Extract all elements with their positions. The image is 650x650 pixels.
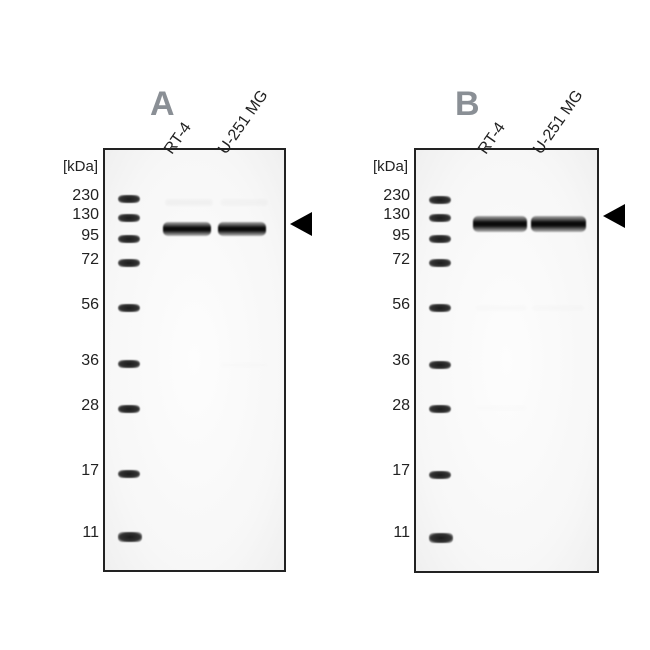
- marker-band: [118, 304, 140, 312]
- marker-band: [429, 259, 451, 267]
- marker-band: [118, 214, 140, 222]
- marker-band: [429, 361, 451, 369]
- mw-label: 95: [65, 227, 99, 245]
- mw-label: 95: [376, 227, 410, 245]
- marker-band: [118, 360, 140, 368]
- faint-band: [532, 305, 584, 311]
- mw-label: 56: [376, 296, 410, 314]
- mw-label: 11: [65, 524, 99, 542]
- marker-band: [118, 405, 140, 413]
- marker-band: [429, 235, 451, 243]
- marker-band: [118, 235, 140, 243]
- blot-panel-b: [414, 148, 599, 573]
- target-band-u251: [218, 222, 266, 236]
- mw-label: 130: [65, 206, 99, 224]
- marker-band: [429, 471, 451, 479]
- kda-unit-b: [kDa]: [373, 158, 408, 175]
- target-arrow-icon: [290, 212, 312, 236]
- mw-label: 72: [376, 251, 410, 269]
- panel-label-b: B: [455, 85, 480, 124]
- mw-label: 230: [376, 187, 410, 205]
- faint-band: [475, 305, 527, 311]
- marker-band: [429, 533, 453, 543]
- target-arrow-icon: [603, 204, 625, 228]
- target-band-rt4: [473, 216, 527, 232]
- target-band-rt4: [163, 222, 211, 236]
- mw-label: 28: [376, 397, 410, 415]
- marker-band: [429, 196, 451, 204]
- mw-label: 72: [65, 251, 99, 269]
- marker-band: [118, 470, 140, 478]
- marker-band: [429, 214, 451, 222]
- blot-panel-a: [103, 148, 286, 572]
- faint-band: [165, 199, 213, 206]
- panel-label-a: A: [150, 85, 175, 124]
- mw-label: 28: [65, 397, 99, 415]
- marker-band: [429, 405, 451, 413]
- kda-unit-a: [kDa]: [63, 158, 98, 175]
- western-blot-figure: A B [kDa] [kDa]: [0, 0, 650, 650]
- mw-label: 17: [376, 462, 410, 480]
- mw-label: 230: [65, 187, 99, 205]
- faint-band: [220, 362, 268, 368]
- mw-label: 11: [376, 524, 410, 542]
- mw-label: 17: [65, 462, 99, 480]
- marker-band: [118, 259, 140, 267]
- mw-label: 130: [376, 206, 410, 224]
- faint-band: [475, 405, 527, 411]
- target-band-u251: [531, 216, 587, 232]
- mw-label: 36: [65, 352, 99, 370]
- marker-band: [429, 304, 451, 312]
- faint-band: [220, 199, 268, 206]
- marker-band: [118, 195, 140, 203]
- marker-band: [118, 532, 142, 542]
- mw-label: 56: [65, 296, 99, 314]
- mw-label: 36: [376, 352, 410, 370]
